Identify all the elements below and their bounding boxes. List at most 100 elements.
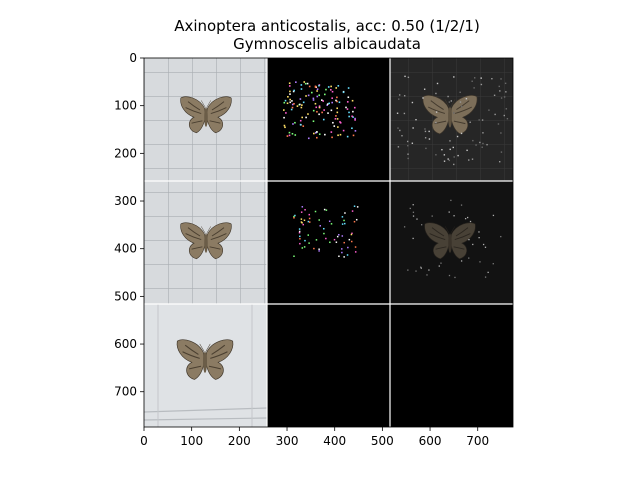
speckle: [481, 119, 484, 121]
speckle: [307, 220, 310, 223]
speckle: [284, 126, 286, 129]
speckle: [449, 140, 451, 142]
speckle: [469, 121, 471, 123]
chart-title: Axinoptera anticostalis, acc: 0.50 (1/2/…: [174, 17, 480, 35]
speckle: [425, 147, 427, 150]
speckle: [314, 132, 317, 134]
speckle: [341, 248, 343, 250]
speckle: [412, 215, 415, 217]
speckle: [293, 89, 295, 92]
speckle: [407, 76, 410, 79]
speckle: [291, 132, 294, 135]
speckle: [312, 99, 315, 101]
x-tick-label: 700: [466, 434, 489, 448]
speckle: [351, 127, 353, 130]
masked-speckles: [403, 199, 502, 279]
speckle: [492, 214, 495, 217]
speckle: [424, 128, 426, 130]
speckle: [348, 111, 350, 114]
speckle: [300, 221, 303, 223]
speckle: [330, 85, 332, 88]
speckle: [435, 154, 437, 156]
speckle: [481, 146, 483, 148]
speckle: [412, 204, 414, 206]
speckle: [298, 228, 301, 230]
speckle: [302, 101, 305, 104]
speckle: [472, 139, 474, 142]
speckle: [316, 95, 319, 98]
speckle: [431, 215, 433, 217]
speckle: [484, 276, 487, 278]
speckle: [323, 208, 326, 211]
speckle: [314, 102, 317, 105]
speckle: [329, 241, 331, 244]
speckle: [454, 276, 456, 279]
speckle: [428, 138, 431, 140]
speckle: [333, 238, 336, 241]
speckle: [333, 125, 336, 127]
speckle: [448, 211, 450, 213]
speckle: [397, 146, 400, 148]
y-tick-label: 0: [129, 51, 137, 65]
tile-r2-c0-photo: [144, 304, 268, 427]
speckle: [482, 142, 484, 145]
speckle: [412, 211, 415, 213]
speckle: [503, 114, 505, 117]
speckle: [482, 243, 485, 246]
speckle: [289, 93, 291, 95]
speckle: [399, 129, 401, 132]
speckle: [289, 98, 291, 101]
speckle: [301, 104, 303, 106]
speckle: [350, 233, 353, 236]
speckle: [327, 112, 329, 114]
speckle: [316, 110, 318, 113]
x-tick-label: 0: [140, 434, 148, 448]
speckle: [286, 135, 289, 137]
speckle: [465, 98, 468, 100]
speckle: [343, 241, 345, 244]
speckle: [346, 254, 349, 256]
speckle: [466, 216, 469, 219]
speckle: [289, 101, 292, 104]
speckle: [492, 263, 494, 265]
speckle: [316, 88, 319, 91]
speckle: [449, 148, 451, 151]
speckle: [318, 94, 321, 97]
speckle: [313, 132, 315, 135]
speckle: [348, 115, 350, 118]
speckle: [291, 103, 294, 106]
speckle: [334, 118, 337, 120]
x-axis: 0 100 200 300 400 500 600 700: [140, 427, 489, 448]
speckle: [411, 142, 414, 144]
speckle: [299, 119, 302, 122]
speckle: [330, 109, 333, 112]
speckle: [471, 158, 474, 160]
speckle: [352, 116, 354, 118]
speckle: [318, 84, 320, 87]
speckle: [500, 132, 502, 134]
speckle: [318, 106, 321, 109]
speckle: [331, 97, 333, 99]
speckle: [347, 96, 350, 99]
speckle: [443, 160, 446, 162]
speckle: [453, 215, 455, 217]
speckle: [338, 101, 341, 104]
speckle: [342, 91, 345, 94]
speckle: [478, 119, 480, 121]
speckle: [447, 95, 449, 98]
speckle: [478, 236, 480, 239]
speckle: [303, 219, 306, 222]
speckle: [288, 85, 291, 87]
speckle: [407, 157, 409, 160]
speckle: [324, 133, 326, 136]
speckle: [338, 255, 340, 258]
speckle: [438, 265, 440, 267]
speckle: [327, 86, 330, 88]
saliency-dots: [293, 205, 359, 258]
y-axis: 0 100 200 300 400 500 600 700: [114, 51, 144, 399]
speckle: [320, 99, 323, 101]
speckle: [352, 134, 355, 137]
tile-r0-c1-saliency: [267, 58, 390, 181]
speckle: [298, 230, 301, 233]
speckle: [326, 104, 329, 106]
